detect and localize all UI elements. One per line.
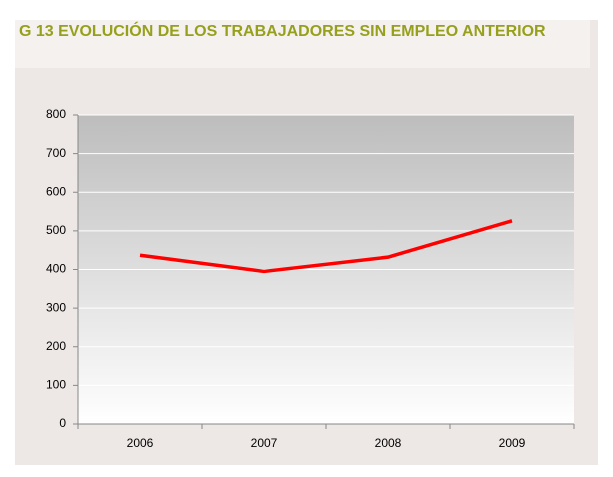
y-tick-label: 200	[46, 339, 66, 353]
y-tick-label: 400	[46, 262, 66, 276]
y-tick-label: 100	[46, 378, 66, 392]
y-tick-label: 300	[46, 300, 66, 314]
y-tick-label: 500	[46, 223, 66, 237]
y-tick-label: 0	[59, 416, 66, 430]
line-series	[139, 219, 513, 274]
chart-title: G 13 EVOLUCIÓN DE LOS TRABAJADORES SIN E…	[15, 20, 590, 68]
y-tick-label: 800	[46, 107, 66, 121]
x-tick-label: 2006	[127, 436, 154, 450]
x-tick-label: 2008	[375, 436, 402, 450]
y-tick-label: 600	[46, 184, 66, 198]
x-tick-label: 2009	[499, 436, 526, 450]
y-tick-label: 700	[46, 146, 66, 160]
x-tick-label: 2007	[251, 436, 278, 450]
